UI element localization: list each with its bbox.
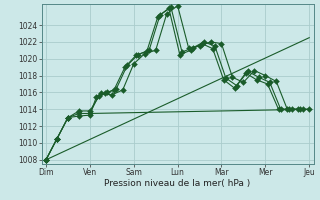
X-axis label: Pression niveau de la mer( hPa ): Pression niveau de la mer( hPa ) [104, 179, 251, 188]
